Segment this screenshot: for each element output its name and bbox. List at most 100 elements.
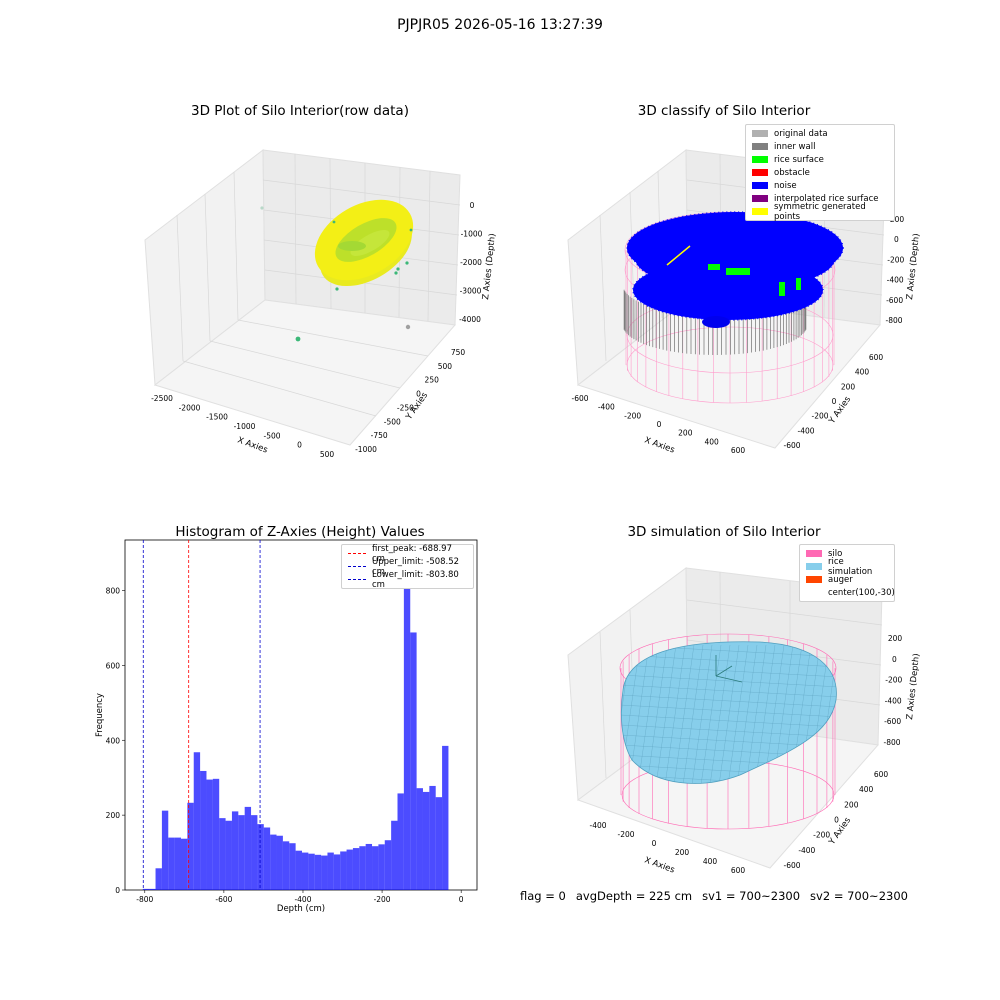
hist-ytick-label: 400 xyxy=(106,736,121,745)
hist-bar xyxy=(244,806,252,890)
legend-item: symmetric generated points xyxy=(752,202,888,222)
legend-label: noise xyxy=(774,180,797,191)
legend-item: auger xyxy=(806,573,888,586)
legend-swatch xyxy=(752,182,768,189)
hist-bar xyxy=(231,811,239,890)
footer-sv2: sv2 = 700~2300 xyxy=(810,889,908,903)
hist-bar xyxy=(270,834,277,890)
hist-bar xyxy=(212,778,220,890)
hist-xtick-label: 0 xyxy=(459,895,464,904)
hist-bar xyxy=(155,868,162,890)
legend-swatch xyxy=(806,576,822,583)
hist-bars xyxy=(142,545,449,890)
hist-title: Histogram of Z-Axies (Height) Values xyxy=(175,524,425,540)
hist-bar xyxy=(384,840,392,890)
legend-line-swatch xyxy=(348,579,366,580)
hist-bar xyxy=(301,852,309,890)
hist-xtick-label: -600 xyxy=(215,895,232,904)
legend-item: center(100,-30) xyxy=(806,586,895,599)
hist-bar xyxy=(187,802,194,890)
raw3d-title: 3D Plot of Silo Interior(row data) xyxy=(191,103,409,119)
legend-item: rice surface xyxy=(752,153,888,166)
hist-bar xyxy=(359,846,366,890)
legend-swatch xyxy=(752,130,768,137)
classify3d-legend: original data inner wall rice surface obsta… xyxy=(745,124,895,222)
hist-bar xyxy=(340,851,347,890)
legend-label: rice surface xyxy=(774,154,824,165)
hist-bar xyxy=(149,888,156,890)
legend-label: Upper_limit: -508.52 cm xyxy=(372,556,460,577)
hist-bar xyxy=(263,827,271,890)
hist-bar xyxy=(181,838,188,890)
figure-suptitle: PJPJR05 2026-05-16 13:27:39 xyxy=(397,17,603,33)
hist-bar xyxy=(442,745,449,890)
hist-bar xyxy=(295,850,302,890)
hist-bar xyxy=(168,837,175,890)
legend-label: original data xyxy=(774,128,828,139)
status-footer: flag = 0 avgDepth = 225 cm sv1 = 700~2300 s… xyxy=(520,889,918,903)
hist-bar xyxy=(321,855,328,890)
hist-bar xyxy=(378,844,385,890)
legend-label: inner wall xyxy=(774,141,816,152)
footer-avg-depth: avgDepth = 225 cm xyxy=(575,889,693,903)
hist-ytick-label: 800 xyxy=(106,587,121,596)
hist-bar xyxy=(352,848,360,890)
legend-item: rice simulation xyxy=(806,557,888,577)
legend-label: first_peak: -688.97 cm xyxy=(372,543,452,564)
hist-xtick-label: -400 xyxy=(294,895,311,904)
hist-bar xyxy=(314,854,322,890)
legend-swatch xyxy=(752,169,768,176)
legend-label: symmetric generated points xyxy=(774,201,866,222)
hist-legend: first_peak: -688.97 cm Upper_limit: -508.… xyxy=(341,544,474,590)
legend-item: inner wall xyxy=(752,140,888,153)
hist-bar xyxy=(365,843,373,890)
hist-bar xyxy=(435,797,443,890)
hist-bar xyxy=(429,785,436,890)
hist-bar xyxy=(206,779,213,890)
hist-bar xyxy=(403,545,411,890)
legend-label: obstacle xyxy=(774,167,810,178)
hist-legend-item: first_peak: -688.97 cm xyxy=(348,544,467,564)
simulation3d-title: 3D simulation of Silo Interior xyxy=(627,524,821,540)
hist-vlines xyxy=(142,540,261,890)
classify3d-title: 3D classify of Silo Interior xyxy=(637,103,811,119)
footer-sv1: sv1 = 700~2300 xyxy=(702,889,801,903)
legend-label: center(100,-30) xyxy=(828,587,895,598)
hist-bar xyxy=(391,820,398,890)
footer-flag: flag = 0 xyxy=(520,889,566,903)
legend-swatch xyxy=(752,208,768,215)
legend-item: obstacle xyxy=(752,166,888,179)
hist-bar xyxy=(161,810,169,890)
legend-item: noise xyxy=(752,179,888,192)
hist-bar xyxy=(142,888,150,890)
hist-bar xyxy=(219,818,226,890)
legend-label: auger xyxy=(828,574,853,585)
hist-bar xyxy=(333,854,341,890)
legend-label: interpolated rice surface xyxy=(774,193,879,204)
hist-yticks: 0 200 400 600 800 xyxy=(106,587,125,895)
hist-xticks: -800 -600 -400 -200 0 xyxy=(136,890,464,904)
hist-bar xyxy=(251,815,258,890)
hist-xtick-label: -800 xyxy=(136,895,153,904)
legend-swatch xyxy=(806,589,822,596)
hist-ytick-label: 200 xyxy=(106,811,121,820)
legend-line-swatch xyxy=(348,566,366,567)
hist-bar xyxy=(289,843,296,890)
legend-swatch xyxy=(752,143,768,150)
hist-xtick-label: -200 xyxy=(374,895,391,904)
legend-item: interpolated rice surface xyxy=(752,192,888,205)
legend-swatch xyxy=(806,563,822,570)
hist-bar xyxy=(397,793,404,890)
legend-label: rice simulation xyxy=(828,556,873,577)
hist-ylabel: Frequency xyxy=(95,693,105,737)
hist-bar xyxy=(225,820,232,890)
hist-bar xyxy=(276,835,283,890)
hist-legend-item: Upper_limit: -508.52 cm xyxy=(348,557,467,577)
hist-ytick-label: 600 xyxy=(106,661,121,670)
hist-ytick-label: 0 xyxy=(115,886,120,895)
hist-bar xyxy=(200,770,207,890)
legend-swatch xyxy=(752,195,768,202)
simulation3d-legend: silo rice simulation auger center(100,-30) xyxy=(799,544,895,602)
hist-bar xyxy=(327,852,334,890)
